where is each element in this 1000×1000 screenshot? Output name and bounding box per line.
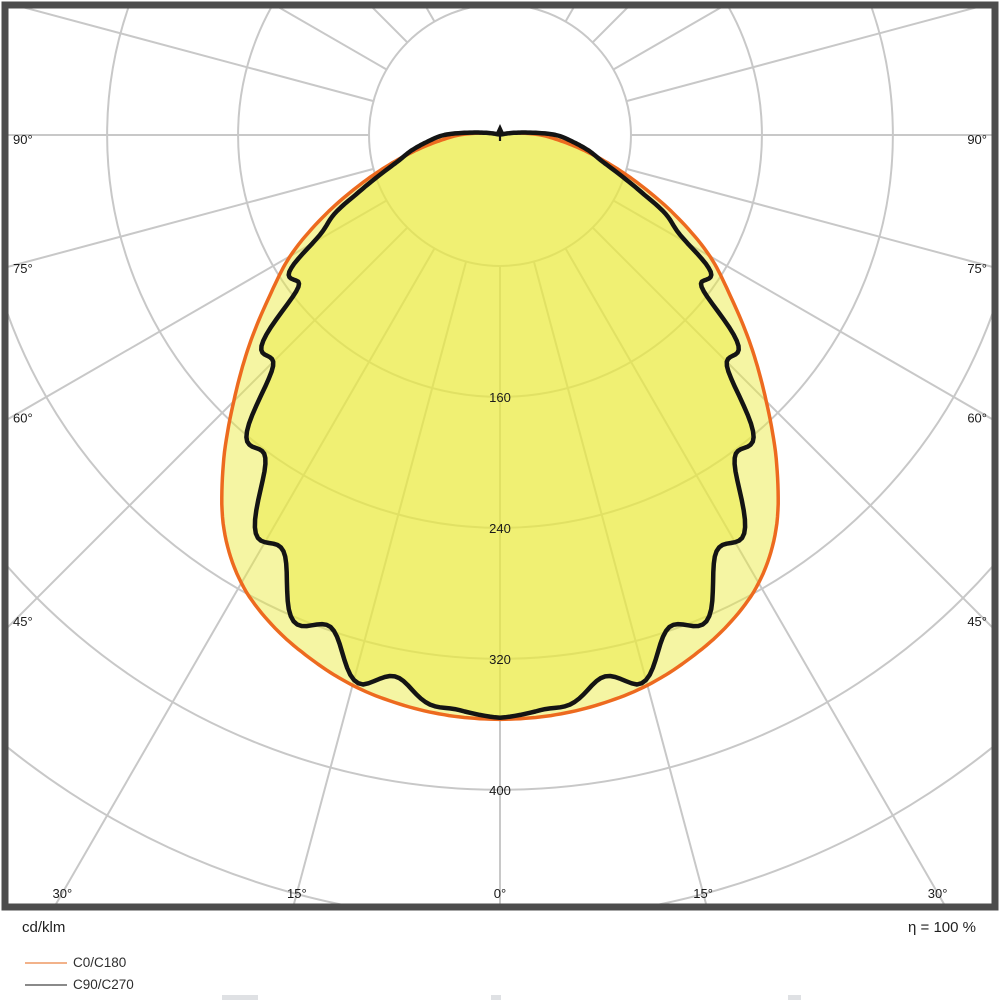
angle-label: 75° (13, 261, 33, 276)
legend-label-c0: C0/C180 (73, 955, 127, 970)
grid-radial-line (22, 8, 374, 103)
grid-radial-line (8, 226, 409, 629)
angle-label: 15° (693, 886, 713, 901)
angle-label: 75° (967, 261, 987, 276)
polar-grid (8, 8, 992, 904)
polar-chart: 90° 75° 60° 45° 30° 15° 0° 15° 30° 45° 60° 75° 90° 16… (1, 1, 999, 911)
chart-labels: 90° 75° 60° 45° 30° 15° 0° 15° 30° 45° 60° 75° 90° 16… (13, 132, 987, 901)
cropped-content-mark (788, 995, 801, 1000)
center-marker (495, 124, 505, 141)
c0-fill (221, 133, 779, 720)
axis-arrow-icon (495, 124, 505, 135)
legend-line-c0-icon (25, 962, 67, 964)
grid-radial-line (591, 226, 992, 629)
ring-value-label: 400 (489, 783, 511, 798)
angle-label: 30° (928, 886, 948, 901)
unit-label: cd/klm (22, 919, 66, 936)
axis-arrow-stem (498, 134, 502, 141)
ring-value-label: 240 (489, 521, 511, 536)
angle-label: 90° (967, 132, 987, 147)
angle-label: 45° (13, 614, 33, 629)
angle-label: 90° (13, 132, 33, 147)
angle-label: 0° (494, 886, 506, 901)
angle-label: 60° (13, 410, 33, 425)
grid-radial-line (8, 199, 388, 421)
cropped-content-mark (491, 995, 501, 1000)
intensity-fills (221, 132, 779, 720)
grid-radial-line (612, 199, 992, 421)
angle-label: 15° (287, 886, 307, 901)
intensity-curves (220, 130, 780, 722)
ring-value-label: 320 (489, 652, 511, 667)
grid-radial-line (532, 261, 708, 904)
legend-label-c90: C90/C270 (73, 977, 134, 992)
c90-curve (244, 130, 756, 721)
grid-radial-line (626, 167, 992, 268)
grid-radial-line (8, 167, 374, 268)
c90-fill (246, 132, 754, 718)
grid-radial-line (54, 247, 436, 904)
ring-value-label: 160 (489, 390, 511, 405)
grid-radial-line (292, 261, 468, 904)
grid-radial-line (626, 8, 978, 103)
grid-radial-line (564, 247, 946, 904)
angle-label: 60° (967, 410, 987, 425)
cropped-content-mark (222, 995, 258, 1000)
plot-border (1, 1, 999, 911)
angle-label: 45° (967, 614, 987, 629)
legend-line-c90-icon (25, 984, 67, 986)
efficiency-label: η = 100 % (908, 919, 976, 936)
angle-label: 30° (53, 886, 73, 901)
